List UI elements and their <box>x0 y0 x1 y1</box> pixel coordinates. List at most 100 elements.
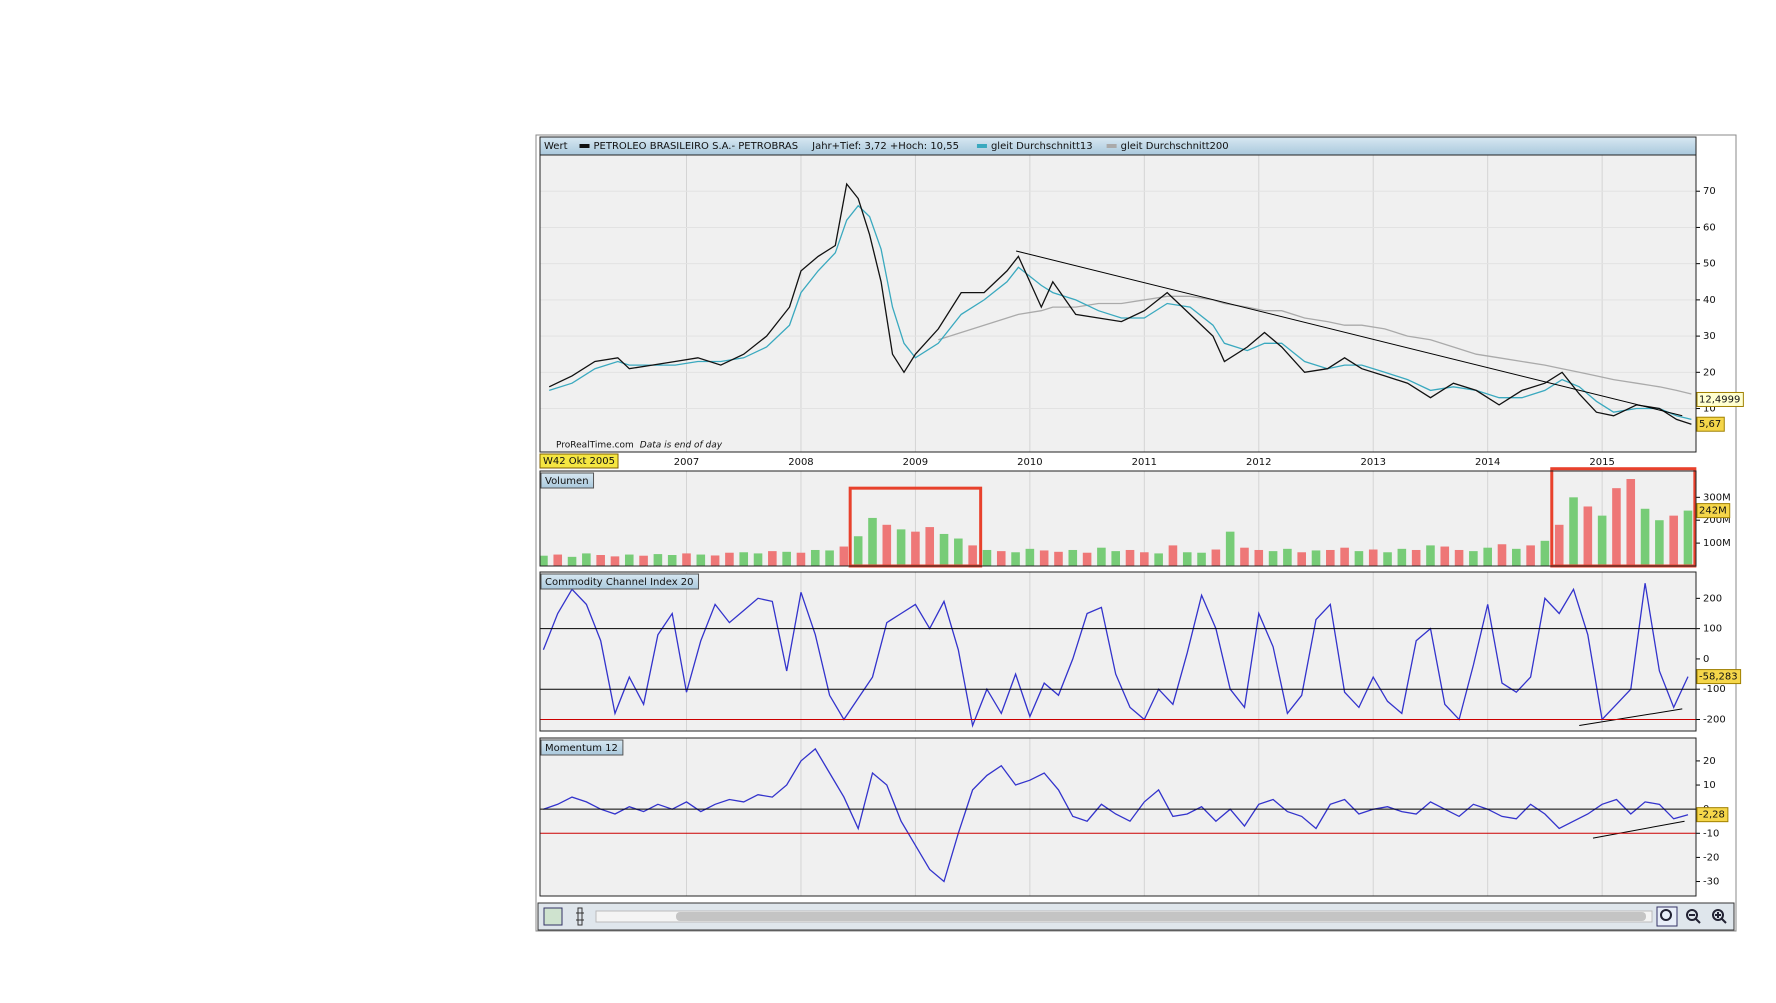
x-tick-label: 2013 <box>1361 457 1386 468</box>
y-tick-label: 10 <box>1703 404 1716 415</box>
volume-bar <box>853 536 863 566</box>
cursor-label-box <box>539 453 619 469</box>
scroll-thumb[interactable] <box>676 912 1646 921</box>
y-tick-label: -200 <box>1703 714 1726 725</box>
volume-bar <box>1512 548 1521 566</box>
volume-bar <box>996 551 1006 566</box>
y-tick-label: -20 <box>1703 852 1719 863</box>
toolbar <box>537 902 1735 931</box>
volume-bar <box>1626 479 1636 566</box>
volume-bar <box>1469 551 1478 566</box>
legend-label: PETROLEO BRASILEIRO S.A.- PETROBRAS <box>594 141 799 152</box>
volume-bar <box>1240 547 1249 566</box>
volume-bar <box>1097 547 1106 566</box>
volume-bar <box>1612 488 1621 566</box>
volume-bar <box>1197 552 1206 566</box>
volume-bar <box>1526 545 1535 566</box>
volume-bar <box>1111 551 1121 566</box>
panel-border <box>539 470 1697 567</box>
volume-bar <box>596 555 605 566</box>
legend-label: gleit Durchschnitt200 <box>1121 141 1229 152</box>
zoom-fit-icon <box>1660 909 1672 921</box>
legend-swatch <box>579 144 590 148</box>
x-tick-label: 2010 <box>1017 457 1042 468</box>
x-tick-label: 2008 <box>788 457 813 468</box>
header-label: Wert <box>544 141 568 152</box>
volume-bar <box>1483 547 1492 566</box>
x-tick-label: 2015 <box>1589 457 1614 468</box>
volume-bar <box>868 517 877 566</box>
volume-bar <box>1182 552 1192 566</box>
volume-bar <box>1383 552 1392 566</box>
volume-bar <box>911 531 920 566</box>
volume-bar <box>1497 544 1507 566</box>
y-tick-label: 300M <box>1703 492 1731 503</box>
y-tick-label: 30 <box>1703 331 1716 342</box>
cursor-label: W42 Okt 2005 <box>543 456 615 467</box>
volume-bar <box>1569 497 1578 566</box>
volume-bar <box>753 553 763 566</box>
panel-border <box>539 571 1697 732</box>
plot-area <box>543 738 1689 896</box>
volume-bar <box>1054 551 1063 566</box>
y-tick-label: 100M <box>1703 538 1731 549</box>
legend-label: gleit Durchschnitt13 <box>991 141 1093 152</box>
panel-title: Volumen <box>545 476 589 487</box>
current-value-label: 242M <box>1699 506 1727 517</box>
volume-bar <box>925 527 935 566</box>
x-tick-label: 2012 <box>1246 457 1271 468</box>
volume-bar <box>1082 552 1092 566</box>
volume-bar <box>1125 549 1135 566</box>
volume-bar <box>696 554 706 566</box>
indicator-icon[interactable] <box>576 907 584 926</box>
volume-bar <box>1655 520 1664 566</box>
x-tick-label: 2009 <box>903 457 928 468</box>
volume-bar <box>825 550 834 566</box>
volume-bar <box>1368 549 1378 566</box>
volume-bar <box>1411 549 1421 566</box>
y-tick-label: -30 <box>1703 877 1719 888</box>
volume-bar <box>1283 548 1292 566</box>
volume-bar <box>710 555 720 566</box>
y-tick-label: 20 <box>1703 756 1716 767</box>
panel-title: Momentum 12 <box>545 743 618 754</box>
volume-bar <box>653 554 663 566</box>
volume-bar <box>1311 550 1321 566</box>
volume-bar <box>1154 553 1163 566</box>
volume-bar <box>1068 549 1078 566</box>
volume-bar <box>1211 549 1221 566</box>
y-tick-label: 60 <box>1703 222 1716 233</box>
panel-border <box>539 737 1697 897</box>
volume-bar <box>682 553 691 566</box>
y-tick-label: 50 <box>1703 259 1716 270</box>
zoom-in[interactable] <box>1712 909 1724 921</box>
current-value-box <box>1696 416 1725 432</box>
y-tick-label: 200M <box>1703 515 1731 526</box>
series-line <box>543 747 1689 883</box>
source-note-2: Data is end of day <box>640 441 723 451</box>
zoom-in-icon <box>1715 912 1727 924</box>
plot-area <box>540 471 1693 566</box>
y-tick-label: 200 <box>1703 593 1722 604</box>
chart-icon[interactable] <box>543 907 563 926</box>
plot-area <box>540 155 1696 452</box>
current-value-label: -58,283 <box>1699 672 1738 683</box>
current-value-box <box>1696 503 1731 519</box>
volume-bar <box>810 549 820 566</box>
volume-bar <box>567 556 577 566</box>
volume-bar <box>624 554 634 566</box>
range-note: Jahr+Tief: 3,72 +Hoch: 10,55 <box>811 141 959 152</box>
volume-bar <box>667 555 677 566</box>
volume-bar <box>1039 550 1049 566</box>
trend-line <box>1579 708 1683 727</box>
volume-bar <box>1268 551 1278 566</box>
volume-bar <box>768 551 777 566</box>
plot-area <box>542 572 1689 731</box>
legend-swatch <box>1106 144 1117 148</box>
volume-bar <box>1168 545 1178 566</box>
volume-bar <box>954 538 963 566</box>
current-value-box <box>1696 807 1729 823</box>
volume-bar <box>739 552 749 566</box>
zoom-out[interactable] <box>1686 909 1698 921</box>
